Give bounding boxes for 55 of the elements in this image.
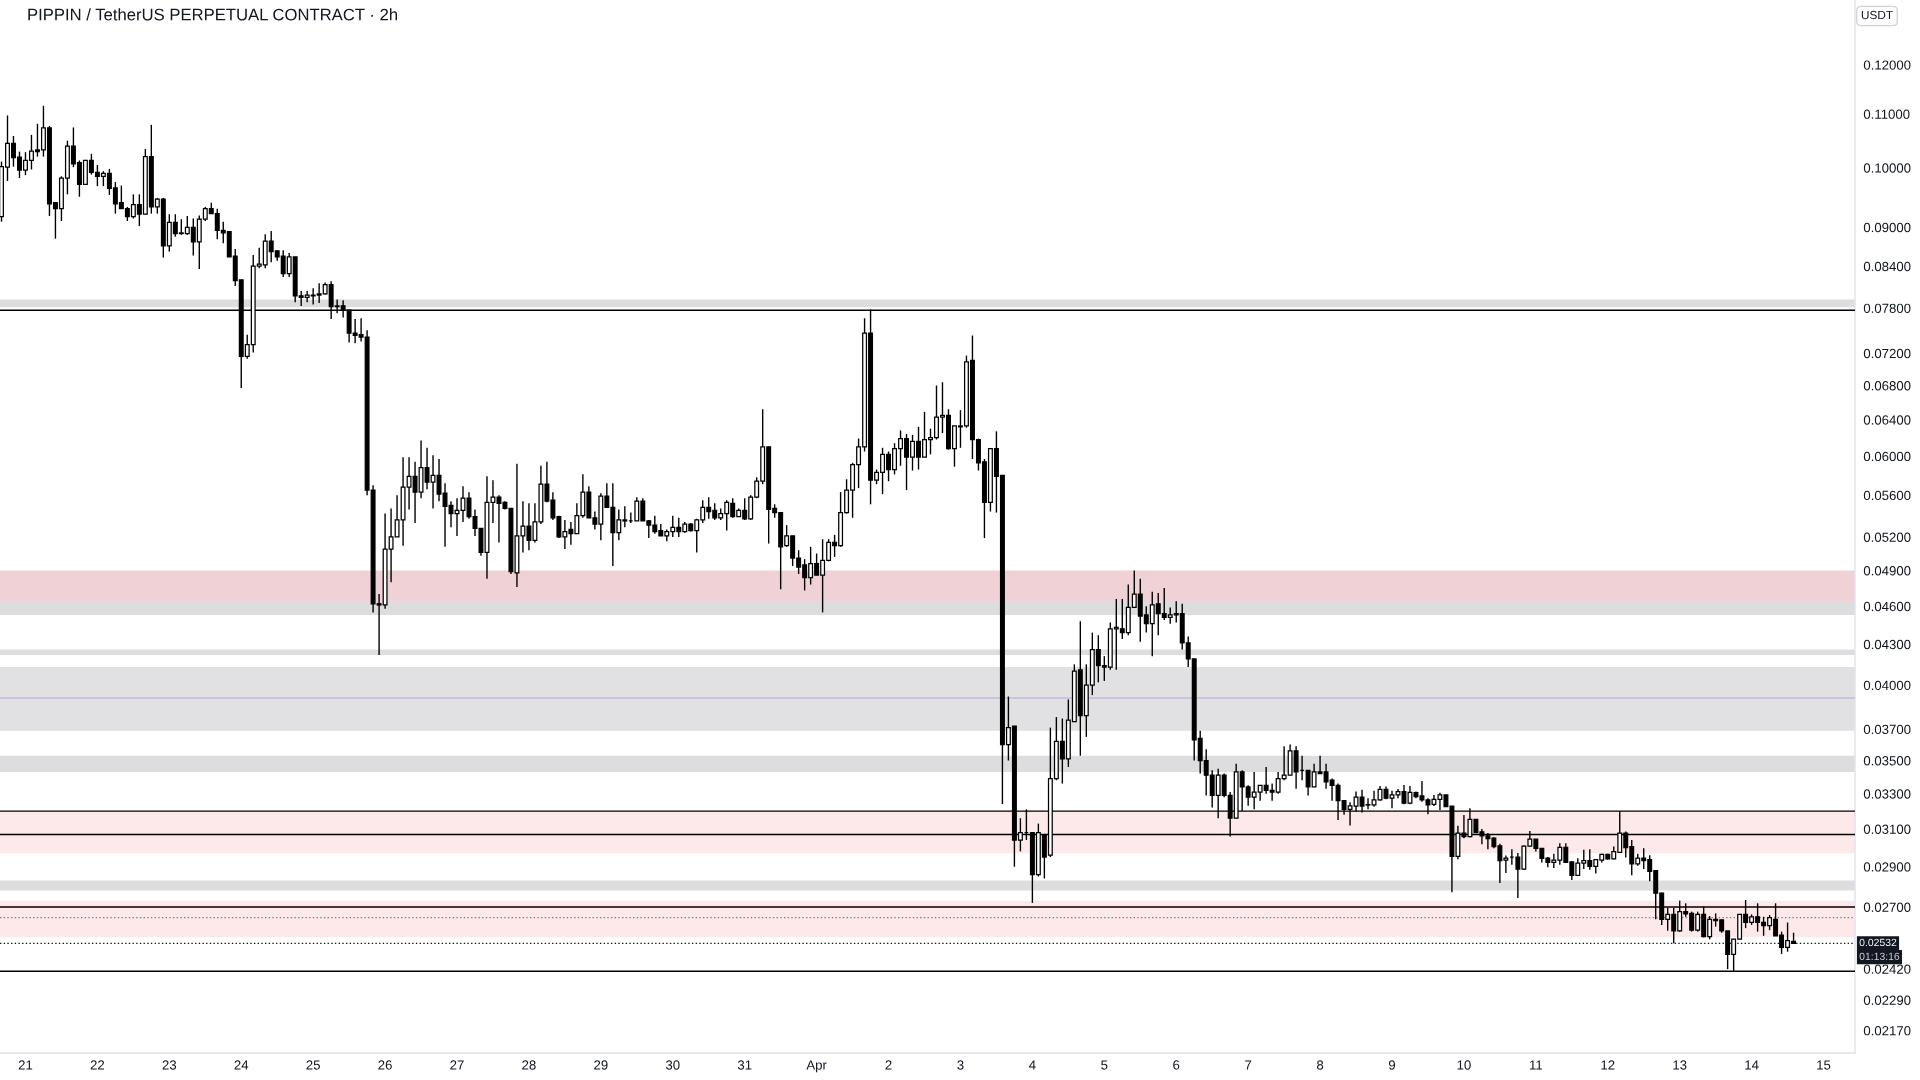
- y-tick-label: 0.02900: [1863, 862, 1911, 872]
- x-tick-label: 15: [1817, 1060, 1831, 1070]
- y-tick-label: 0.09000: [1863, 222, 1911, 233]
- x-tick-label: 27: [450, 1060, 464, 1070]
- y-tick-label: 0.06000: [1863, 451, 1911, 462]
- x-tick-label: 28: [522, 1060, 536, 1070]
- y-tick-label: 0.03500: [1863, 756, 1911, 766]
- y-tick-label: 0.05600: [1863, 490, 1911, 501]
- x-tick-label: 22: [90, 1060, 105, 1070]
- x-tick-label: 4: [1029, 1060, 1036, 1070]
- x-tick-label: 14: [1745, 1060, 1759, 1070]
- x-tick-label: 31: [737, 1060, 752, 1070]
- y-tick-label: 0.03100: [1863, 824, 1911, 834]
- x-tick-label: 13: [1673, 1060, 1687, 1070]
- y-tick-label: 0.11000: [1863, 109, 1910, 119]
- y-tick-label: 0.08400: [1863, 261, 1911, 272]
- x-tick-label: 30: [665, 1060, 680, 1070]
- x-tick-label: 9: [1388, 1060, 1396, 1070]
- x-tick-label: 29: [594, 1060, 608, 1070]
- chart-title: PIPPIN / TetherUS PERPETUAL CONTRACT · 2h: [28, 8, 398, 21]
- y-tick-label: 0.12000: [1863, 60, 1911, 70]
- x-tick-label: Apr: [806, 1060, 827, 1073]
- y-tick-label: 0.05200: [1863, 532, 1911, 542]
- y-tick-label: 0.02700: [1863, 902, 1911, 912]
- x-tick-label: 10: [1457, 1060, 1471, 1070]
- x-tick-label: 7: [1245, 1060, 1252, 1070]
- x-tick-label: 2: [885, 1060, 892, 1070]
- y-tick-label: 0.03300: [1863, 789, 1911, 799]
- x-tick-label: 6: [1173, 1060, 1180, 1070]
- y-tick-label: 0.04900: [1863, 566, 1911, 576]
- y-tick-label: 0.04600: [1863, 601, 1911, 612]
- x-tick-label: 21: [18, 1060, 33, 1070]
- x-tick-label: 8: [1316, 1060, 1324, 1070]
- y-tick-label: 0.10000: [1863, 163, 1911, 173]
- x-tick-label: 25: [306, 1060, 320, 1070]
- y-axis-title: USDT: [1861, 10, 1893, 20]
- x-tick-label: 26: [378, 1060, 392, 1070]
- y-tick-label: 0.04000: [1863, 680, 1911, 691]
- y-tick-label: 0.07800: [1863, 303, 1911, 313]
- x-tick-label: 23: [162, 1060, 177, 1070]
- y-tick-label: 0.03700: [1863, 724, 1911, 735]
- x-tick-label: 5: [1101, 1060, 1108, 1070]
- y-tick-label: 0.04300: [1863, 639, 1911, 650]
- y-tick-label: 0.06800: [1863, 381, 1911, 391]
- ref-line-label: 0.02532: [1859, 938, 1897, 947]
- y-tick-label: 0.02290: [1863, 995, 1911, 1005]
- y-tick-label: 0.02420: [1863, 964, 1911, 974]
- y-tick-label: 0.07200: [1863, 348, 1911, 359]
- y-tick-label: 0.06400: [1863, 415, 1911, 425]
- x-tick-label: 11: [1530, 1060, 1543, 1070]
- y-tick-label: 0.02170: [1863, 1026, 1911, 1036]
- text: 01:13:16: [1859, 952, 1900, 961]
- x-tick-label: 24: [234, 1060, 249, 1070]
- x-tick-label: 12: [1601, 1060, 1615, 1070]
- x-tick-label: 3: [957, 1060, 964, 1070]
